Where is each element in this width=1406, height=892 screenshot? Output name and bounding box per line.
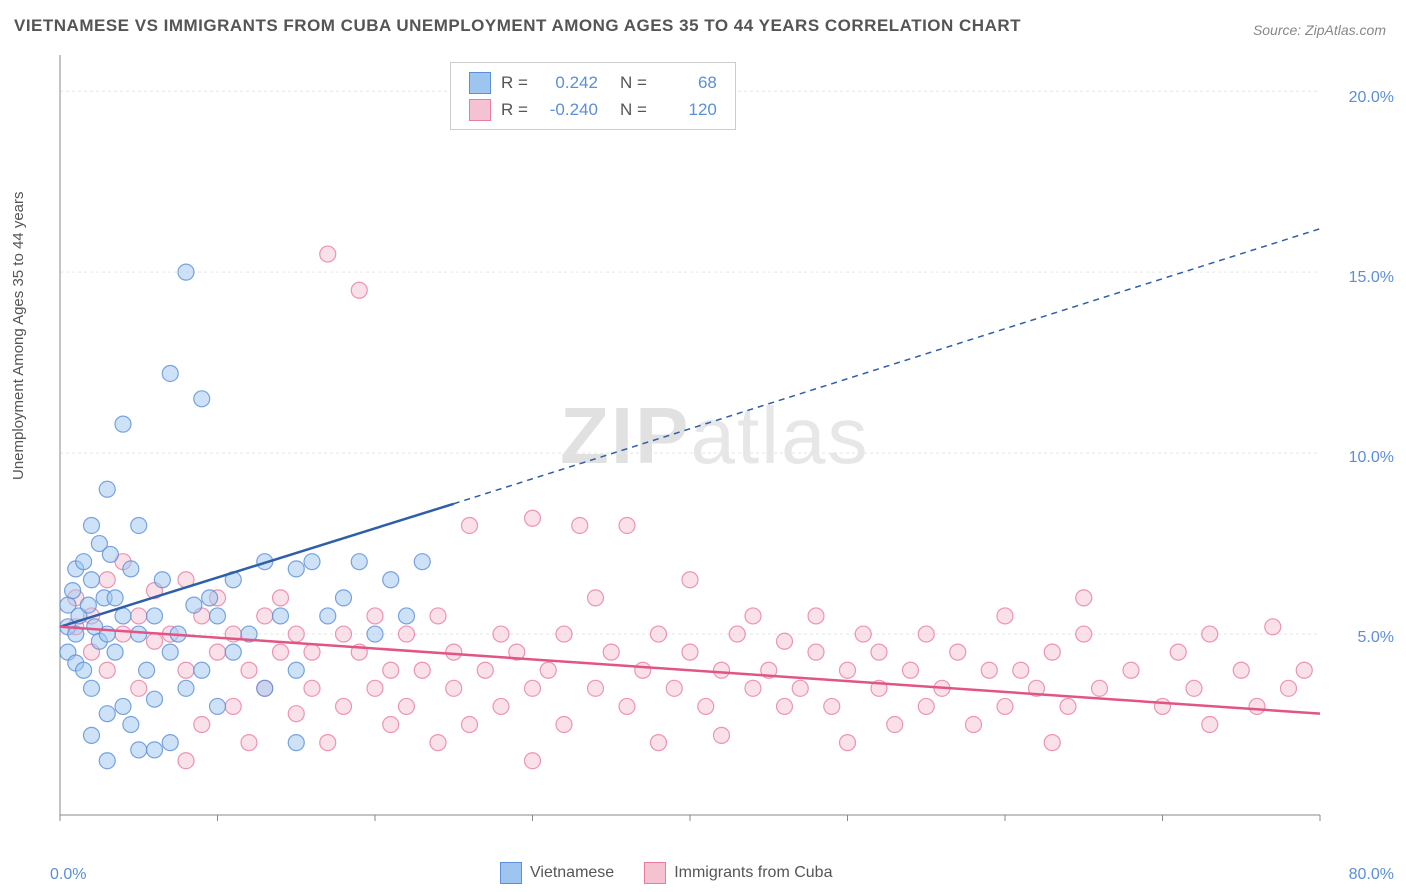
stats-row-vietnamese: R = 0.242 N = 68: [469, 69, 717, 96]
chart-title: VIETNAMESE VS IMMIGRANTS FROM CUBA UNEMP…: [14, 16, 1021, 36]
y-tick-5: 5.0%: [1358, 629, 1394, 647]
legend-item-vietnamese: Vietnamese: [500, 862, 614, 884]
legend-label: Immigrants from Cuba: [674, 864, 832, 882]
y-tick-20: 20.0%: [1349, 89, 1394, 107]
r-value-vietnamese: 0.242: [538, 69, 598, 96]
chart-area: [50, 55, 1330, 825]
scatter-chart: [50, 55, 1330, 825]
source-attribution: Source: ZipAtlas.com: [1253, 22, 1386, 38]
swatch-cuba: [644, 862, 666, 884]
stats-legend: R = 0.242 N = 68 R = -0.240 N = 120: [450, 62, 736, 130]
n-value-vietnamese: 68: [657, 69, 717, 96]
swatch-vietnamese: [469, 72, 491, 94]
r-label: R =: [501, 96, 528, 123]
r-value-cuba: -0.240: [538, 96, 598, 123]
x-tick-0: 0.0%: [50, 866, 86, 884]
y-tick-10: 10.0%: [1349, 449, 1394, 467]
y-tick-15: 15.0%: [1349, 269, 1394, 287]
n-label: N =: [620, 96, 647, 123]
n-label: N =: [620, 69, 647, 96]
legend-item-cuba: Immigrants from Cuba: [644, 862, 832, 884]
swatch-vietnamese: [500, 862, 522, 884]
bottom-legend: Vietnamese Immigrants from Cuba: [500, 862, 832, 884]
x-tick-80: 80.0%: [1349, 866, 1394, 884]
swatch-cuba: [469, 99, 491, 121]
n-value-cuba: 120: [657, 96, 717, 123]
stats-row-cuba: R = -0.240 N = 120: [469, 96, 717, 123]
r-label: R =: [501, 69, 528, 96]
legend-label: Vietnamese: [530, 864, 614, 882]
y-axis-label: Unemployment Among Ages 35 to 44 years: [10, 191, 27, 480]
